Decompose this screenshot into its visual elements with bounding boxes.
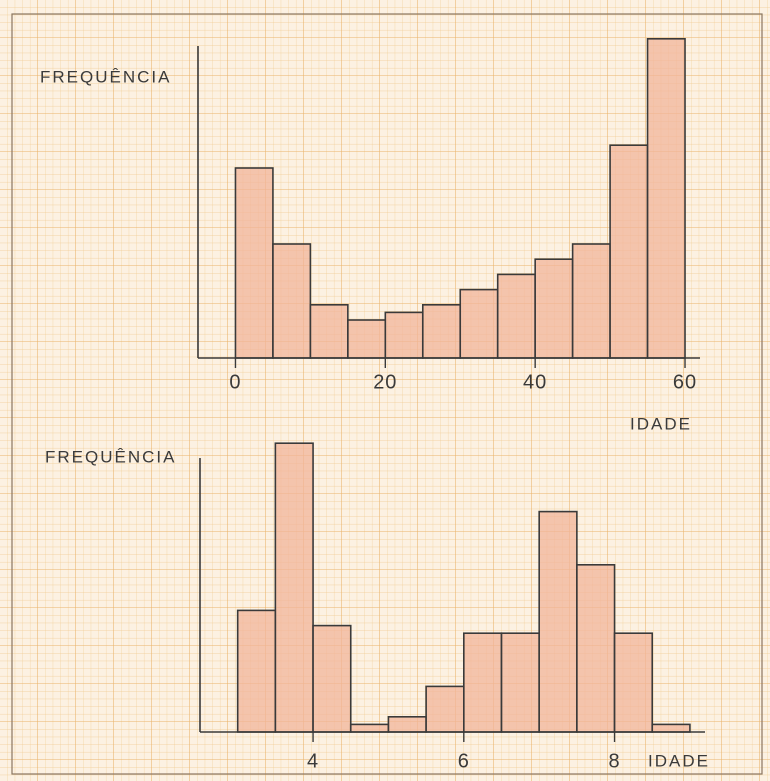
histogram-bar <box>571 243 611 359</box>
histogram-bar <box>309 303 349 359</box>
x-tick-label: 20 <box>373 371 397 393</box>
histogram-bar <box>272 243 312 359</box>
x-axis-label: IDADE <box>630 414 692 433</box>
histogram-bar <box>234 167 274 359</box>
histogram-bar <box>459 288 499 359</box>
histogram-bar <box>349 723 390 733</box>
x-tick-label: 0 <box>229 371 241 393</box>
histogram-bar <box>347 319 387 359</box>
histogram-bar <box>613 632 654 733</box>
histogram-bar <box>500 632 540 733</box>
histogram-bar <box>538 510 578 733</box>
histogram-bar <box>387 715 427 733</box>
histogram-bar <box>609 144 649 359</box>
x-tick-label: 40 <box>523 371 547 393</box>
histogram-bar <box>236 609 277 733</box>
charts: 0 20 40 60 FREQUÊNCIA IDADE 4 6 8 FREQUÊNCIA IDADE <box>40 37 710 772</box>
histogram-bar <box>274 442 314 733</box>
histogram-bar <box>312 624 352 733</box>
x-tick-label: 60 <box>673 371 697 393</box>
histogram-bar <box>646 37 686 359</box>
histogram-bar <box>651 723 691 733</box>
histogram-bar <box>425 685 465 733</box>
x-tick-label: 6 <box>458 750 470 772</box>
histogram-bar <box>576 563 616 733</box>
x-axis-label: IDADE <box>648 751 710 770</box>
histogram-bar <box>384 311 424 359</box>
histogram-bar <box>421 303 462 359</box>
x-tick-label: 4 <box>307 750 319 772</box>
histogram-bar <box>463 632 503 733</box>
y-axis-label: FREQUÊNCIA <box>40 67 171 86</box>
histogram-bar <box>496 273 536 359</box>
y-axis-label: FREQUÊNCIA <box>45 447 176 466</box>
histogram-bar <box>534 258 574 359</box>
frame <box>11 13 763 775</box>
x-tick-label: 8 <box>608 750 620 772</box>
